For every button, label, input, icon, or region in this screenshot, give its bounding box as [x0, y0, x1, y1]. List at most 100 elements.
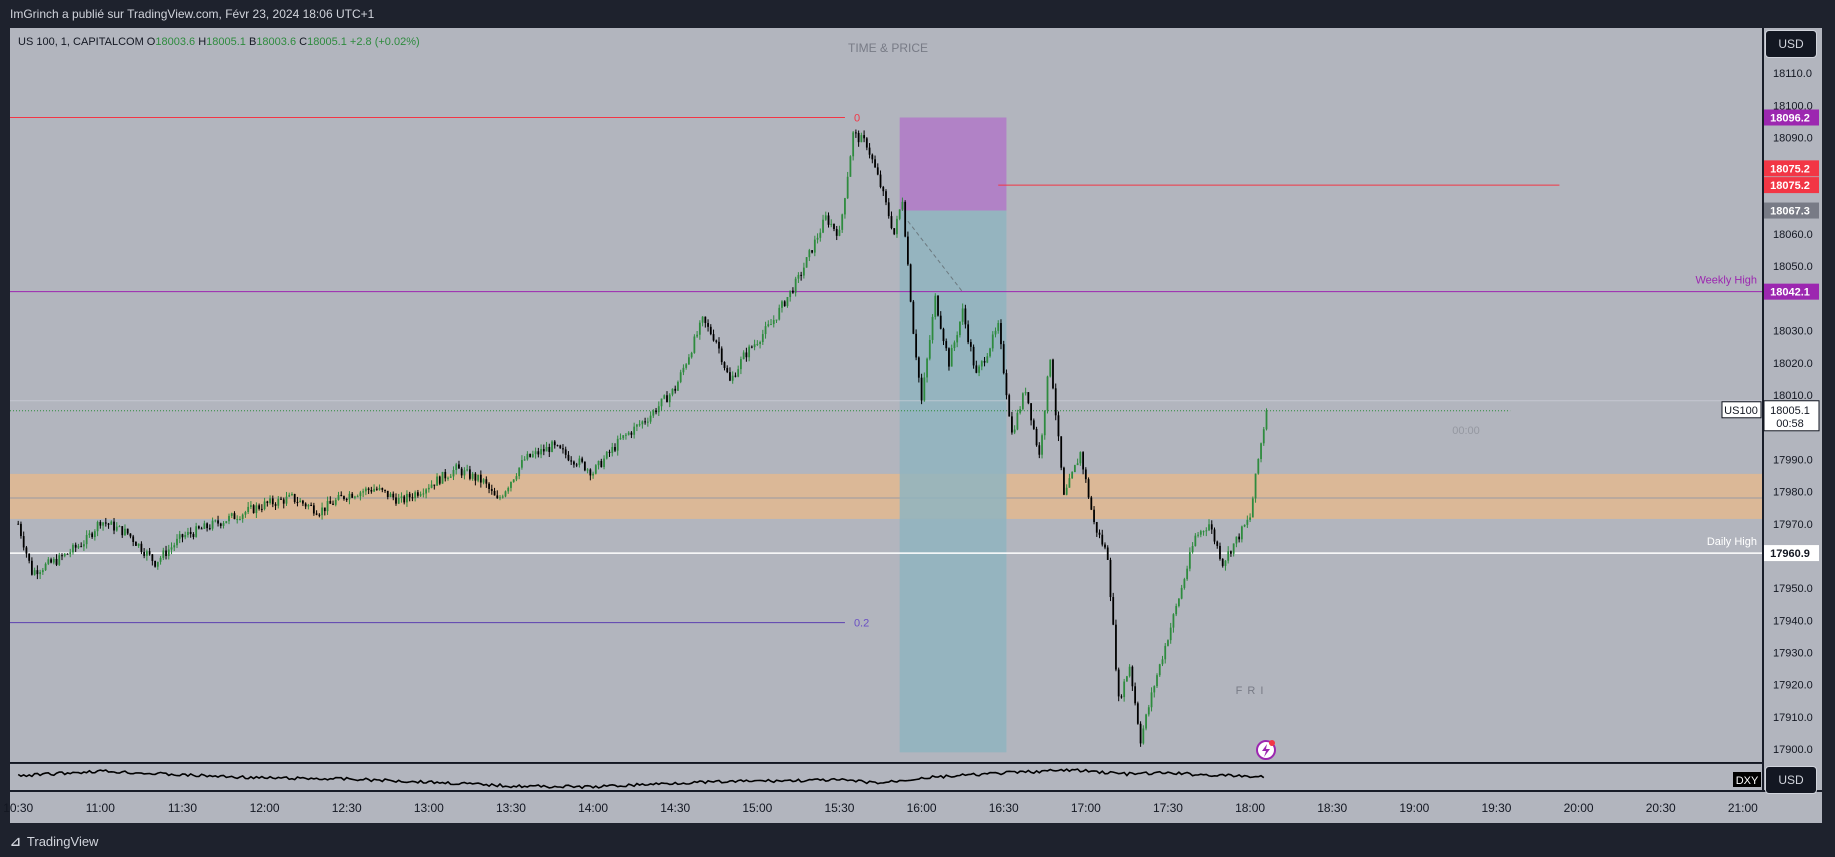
candle-body — [1142, 728, 1145, 744]
candle-body — [102, 522, 104, 526]
time-axis-background — [10, 792, 1822, 823]
candle-body — [813, 239, 816, 253]
candle-body — [800, 274, 803, 276]
candle-body — [1117, 669, 1120, 697]
candle-body — [488, 483, 490, 490]
tradingview-logo[interactable]: ⊿ TradingView — [10, 834, 98, 850]
x-tick-label: 19:30 — [1481, 801, 1511, 815]
candle-body — [772, 320, 775, 325]
candle-body — [449, 476, 452, 478]
candle-body — [501, 496, 504, 498]
candle-body — [586, 469, 589, 471]
publisher-bar: ImGrinch a publié sur TradingView.com, F… — [0, 0, 1835, 28]
candle-body — [145, 551, 148, 556]
candle-body — [282, 499, 285, 504]
alert-icon-dot[interactable] — [1269, 740, 1275, 746]
candle-body — [430, 484, 433, 488]
price-badge-label: 18075.2 — [1770, 180, 1810, 192]
legend-c-label: C — [299, 36, 307, 48]
candle-body — [868, 147, 871, 155]
candle-body — [1136, 703, 1139, 724]
alert-icon[interactable] — [1256, 740, 1276, 760]
candle-body — [348, 493, 351, 500]
candle-body — [1257, 459, 1260, 474]
candle-body — [761, 334, 764, 343]
candle-body — [1109, 559, 1112, 598]
candle-body — [551, 441, 553, 452]
candle-body — [1208, 524, 1210, 531]
candle-body — [674, 388, 677, 391]
candle-body — [707, 323, 709, 327]
candle-body — [184, 535, 187, 538]
ohlc-legend: US 100, 1, CAPITALCOM O18003.6 H18005.1 … — [18, 36, 420, 48]
candle-body — [1084, 469, 1087, 480]
dxy-line — [17, 768, 1265, 790]
candle-body — [904, 201, 907, 237]
candle-body — [1180, 587, 1183, 599]
candle-body — [531, 454, 534, 457]
candle-body — [573, 461, 575, 465]
footer-bar: ⊿ TradingView — [0, 826, 1835, 857]
position-target-box — [899, 117, 1007, 211]
candle-body — [425, 489, 427, 494]
candle-body — [329, 500, 332, 504]
candle-body — [603, 458, 605, 468]
candle-body — [1000, 323, 1002, 345]
alert-icon-bolt[interactable] — [1262, 744, 1270, 757]
candle-body — [668, 394, 671, 403]
candle-body — [570, 460, 573, 462]
y-tick-label: 17990.0 — [1773, 454, 1813, 466]
currency-button-lower[interactable]: USD — [1765, 766, 1817, 794]
candle-body — [980, 361, 983, 367]
candle-body — [978, 366, 980, 373]
candle-body — [1191, 546, 1194, 553]
y-tick-label: 17920.0 — [1773, 680, 1813, 692]
currency-button[interactable]: USD — [1765, 30, 1817, 58]
candle-body — [271, 498, 274, 505]
candle-body — [969, 342, 972, 347]
candle-body — [915, 333, 918, 358]
candle-body — [926, 358, 928, 378]
candle-body — [909, 264, 912, 302]
candle-body — [562, 448, 564, 450]
legend-symbol: US 100, 1, CAPITALCOM — [18, 36, 147, 48]
candle-body — [893, 228, 896, 235]
candle-body — [1169, 627, 1172, 641]
candle-body — [605, 451, 608, 459]
candle-body — [55, 558, 58, 565]
candle-body — [1126, 676, 1128, 682]
candle-body — [540, 449, 542, 455]
candle-body — [479, 474, 482, 483]
candle-body — [63, 553, 66, 557]
candle-body — [80, 546, 83, 548]
candle-body — [583, 461, 586, 471]
candle-body — [384, 489, 386, 491]
candle-body — [44, 563, 47, 571]
candle-body — [663, 395, 666, 399]
candle-body — [726, 367, 729, 373]
candle-body — [594, 465, 597, 474]
x-tick-label: 13:00 — [414, 801, 444, 815]
demand-zone — [10, 473, 1762, 519]
candle-body — [1153, 686, 1156, 693]
price-badge — [1764, 160, 1819, 177]
candle-body — [759, 342, 761, 344]
candle-body — [381, 488, 384, 490]
x-tick-label: 16:30 — [989, 801, 1019, 815]
candle-body — [874, 159, 876, 168]
candle-body — [556, 445, 559, 447]
candle-body — [367, 488, 370, 491]
candle-body — [589, 469, 592, 476]
candle-body — [408, 493, 411, 498]
candle-body — [397, 497, 400, 504]
session-label: F R I — [1236, 685, 1265, 697]
candle-body — [359, 492, 362, 497]
candle-body — [901, 201, 904, 210]
candle-body — [518, 467, 521, 477]
dxy-tag-box — [1733, 772, 1761, 787]
candle-body — [485, 479, 488, 484]
candle-body — [1104, 544, 1106, 548]
candle-body — [370, 490, 373, 492]
candle-body — [1156, 675, 1158, 687]
